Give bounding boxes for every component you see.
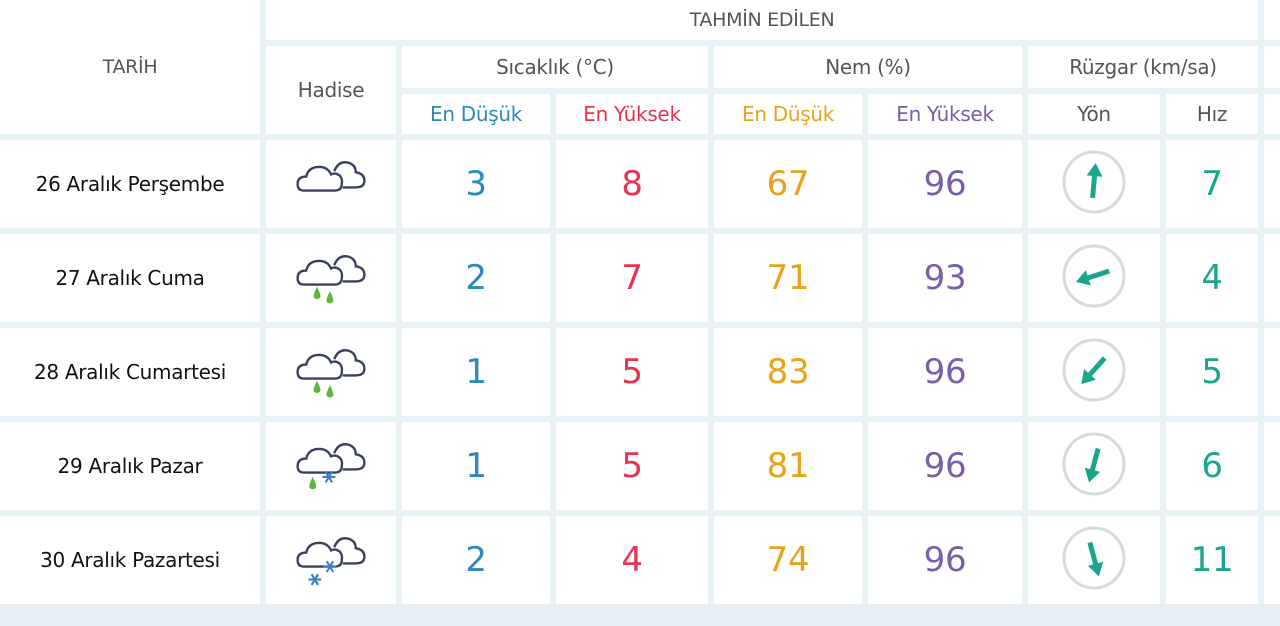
row-spacer (1264, 328, 1280, 416)
humidity-low-value: 74 (714, 516, 862, 604)
row-date: 30 Aralık Pazartesi (0, 516, 260, 604)
wind-direction-cell (1028, 422, 1160, 510)
row-date: 29 Aralık Pazar (0, 422, 260, 510)
header-humidity-low: En Düşük (714, 94, 862, 134)
row-date: 27 Aralık Cuma (0, 234, 260, 322)
temp-low-value: 2 (402, 234, 550, 322)
wind-arrow-icon (1060, 148, 1128, 221)
header-humidity: Nem (%) (714, 46, 1022, 88)
cloudy-icon (293, 154, 369, 215)
header-event: Hadise (266, 46, 396, 134)
row-spacer (1264, 234, 1280, 322)
wind-direction-cell (1028, 516, 1160, 604)
temp-low-value: 1 (402, 328, 550, 416)
cloud-rain-icon (293, 248, 369, 309)
wind-speed-value: 6 (1166, 422, 1258, 510)
header-temperature: Sıcaklık (°C) (402, 46, 708, 88)
humidity-high-value: 93 (868, 234, 1022, 322)
humidity-low-value: 83 (714, 328, 862, 416)
wind-arrow-icon (1060, 336, 1128, 409)
temp-high-value: 8 (556, 140, 708, 228)
cloud-snow-icon (293, 530, 369, 591)
wind-speed-value: 5 (1166, 328, 1258, 416)
temp-low-value: 3 (402, 140, 550, 228)
temp-high-value: 5 (556, 328, 708, 416)
header-spacer (1264, 94, 1280, 134)
wind-speed-value: 4 (1166, 234, 1258, 322)
weather-icon-cell (266, 140, 396, 228)
weather-icon-cell (266, 516, 396, 604)
row-spacer (1264, 140, 1280, 228)
wind-speed-value: 11 (1166, 516, 1258, 604)
temp-high-value: 4 (556, 516, 708, 604)
wind-speed-value: 7 (1166, 140, 1258, 228)
humidity-high-value: 96 (868, 328, 1022, 416)
header-humidity-high: En Yüksek (868, 94, 1022, 134)
header-date: TARİH (0, 0, 260, 134)
row-spacer (1264, 516, 1280, 604)
temp-high-value: 7 (556, 234, 708, 322)
wind-arrow-icon (1060, 430, 1128, 503)
cloud-rain-icon (293, 342, 369, 403)
wind-arrow-icon (1060, 524, 1128, 597)
temp-low-value: 2 (402, 516, 550, 604)
humidity-high-value: 96 (868, 140, 1022, 228)
humidity-high-value: 96 (868, 422, 1022, 510)
humidity-low-value: 67 (714, 140, 862, 228)
cloud-sleet-icon (293, 436, 369, 497)
wind-direction-cell (1028, 140, 1160, 228)
table-footer-band (0, 604, 1280, 626)
header-temp-high: En Yüksek (556, 94, 708, 134)
humidity-low-value: 71 (714, 234, 862, 322)
weather-icon-cell (266, 328, 396, 416)
header-spacer (1264, 46, 1280, 88)
header-temp-low: En Düşük (402, 94, 550, 134)
humidity-low-value: 81 (714, 422, 862, 510)
row-spacer (1264, 422, 1280, 510)
header-wind: Rüzgar (km/sa) (1028, 46, 1258, 88)
weather-icon-cell (266, 234, 396, 322)
row-date: 28 Aralık Cumartesi (0, 328, 260, 416)
header-wind-speed: Hız (1166, 94, 1258, 134)
header-wind-direction: Yön (1028, 94, 1160, 134)
humidity-high-value: 96 (868, 516, 1022, 604)
header-forecast: TAHMİN EDİLEN (266, 0, 1258, 40)
wind-direction-cell (1028, 328, 1160, 416)
forecast-table: TARİH TAHMİN EDİLEN Hadise Sıcaklık (°C)… (0, 0, 1280, 604)
temp-low-value: 1 (402, 422, 550, 510)
header-spacer (1264, 0, 1280, 40)
wind-direction-cell (1028, 234, 1160, 322)
row-date: 26 Aralık Perşembe (0, 140, 260, 228)
weather-icon-cell (266, 422, 396, 510)
wind-arrow-icon (1060, 242, 1128, 315)
temp-high-value: 5 (556, 422, 708, 510)
